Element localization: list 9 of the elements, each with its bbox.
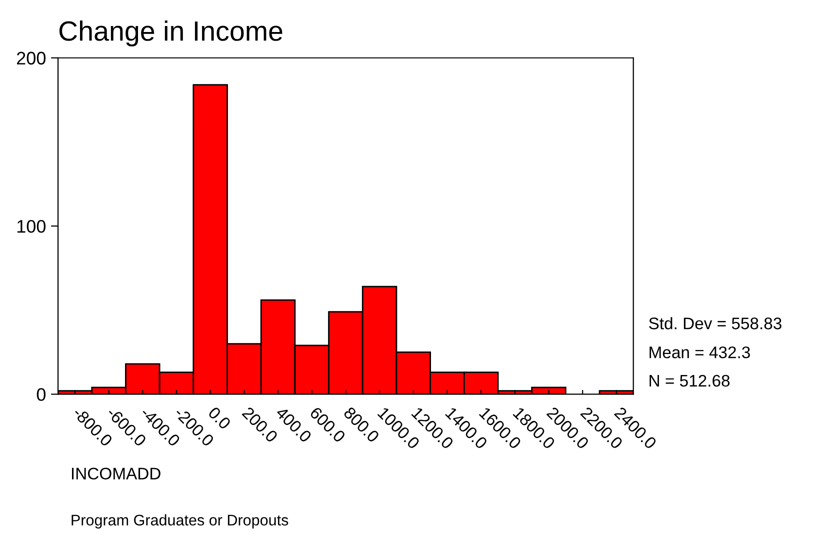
text: Program Graduates or Dropouts xyxy=(72,514,288,529)
y-tick-label: 0 xyxy=(36,388,46,401)
text: N = 512.68 xyxy=(650,374,730,387)
chart-title: Change in Income xyxy=(59,20,282,46)
text: Mean = 432.3 xyxy=(650,346,750,358)
y-tick-label: 100 xyxy=(17,220,46,233)
x-axis-title: INCOMADD xyxy=(72,468,160,480)
text: Std. Dev = 558.83 xyxy=(649,317,782,330)
y-tick-label: 200 xyxy=(17,52,46,65)
